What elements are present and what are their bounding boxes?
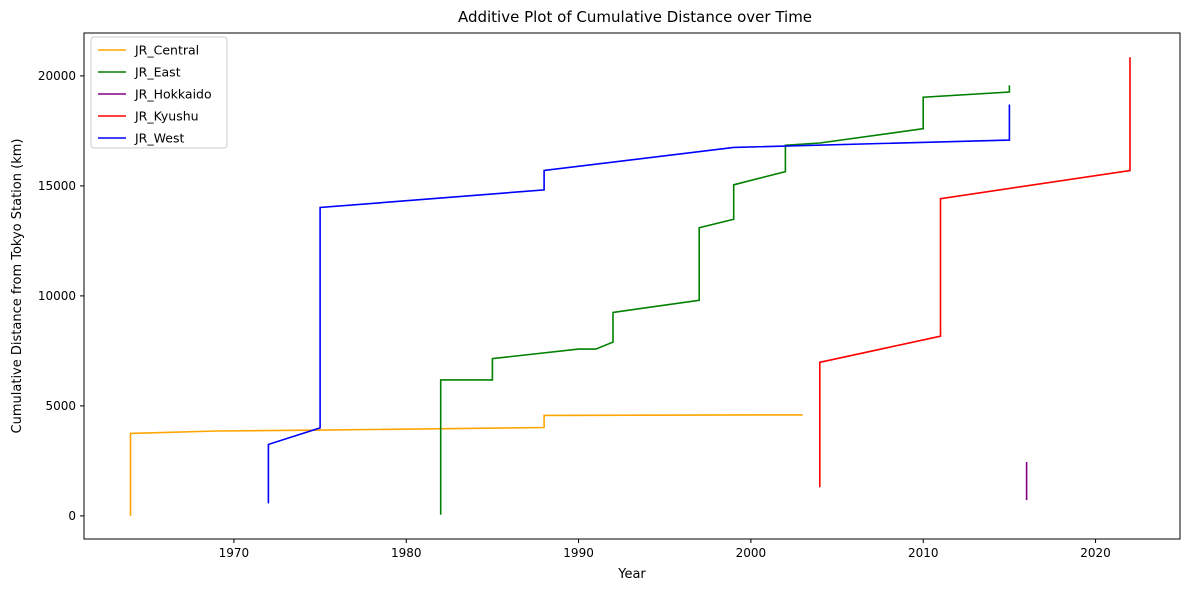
chart-title: Additive Plot of Cumulative Distance ove…	[458, 8, 812, 26]
legend-label: JR_Central	[134, 43, 199, 58]
legend-label: JR_West	[134, 131, 184, 146]
series-line-jr-kyushu	[818, 57, 1131, 488]
legend-box	[90, 36, 228, 149]
x-tick-label: 2020	[1080, 546, 1111, 560]
series-line-jr-central	[129, 414, 803, 516]
series-line-jr-east	[439, 85, 1011, 515]
x-tick-label: 1990	[563, 546, 594, 560]
y-tick-label: 0	[68, 509, 76, 523]
y-tick-label: 15000	[38, 179, 76, 193]
x-tick-label: 1980	[391, 546, 422, 560]
y-tick-label: 10000	[38, 289, 76, 303]
legend: JR_Central JR_East JR_Hokkaido JR_Kyushu JR_…	[90, 36, 228, 149]
x-axis-ticks: 1970 1980 1990 2000 2010 2020	[219, 539, 1111, 560]
plot-frame	[83, 32, 1181, 540]
y-tick-label: 20000	[38, 69, 76, 83]
legend-label: JR_East	[134, 65, 181, 80]
x-axis-label: Year	[617, 567, 646, 582]
series-line-jr-west	[267, 104, 1011, 504]
x-tick-label: 2000	[736, 546, 767, 560]
x-tick-label: 1970	[219, 546, 250, 560]
x-tick-label: 2010	[908, 546, 939, 560]
plot-lines	[129, 57, 1131, 516]
y-axis-ticks: 0 5000 10000 15000 20000	[38, 69, 84, 523]
legend-label: JR_Hokkaido	[134, 87, 212, 102]
y-axis-label: Cumulative Distance from Tokyo Station (…	[10, 139, 25, 434]
legend-label: JR_Kyushu	[134, 109, 199, 124]
y-tick-label: 5000	[45, 399, 76, 413]
